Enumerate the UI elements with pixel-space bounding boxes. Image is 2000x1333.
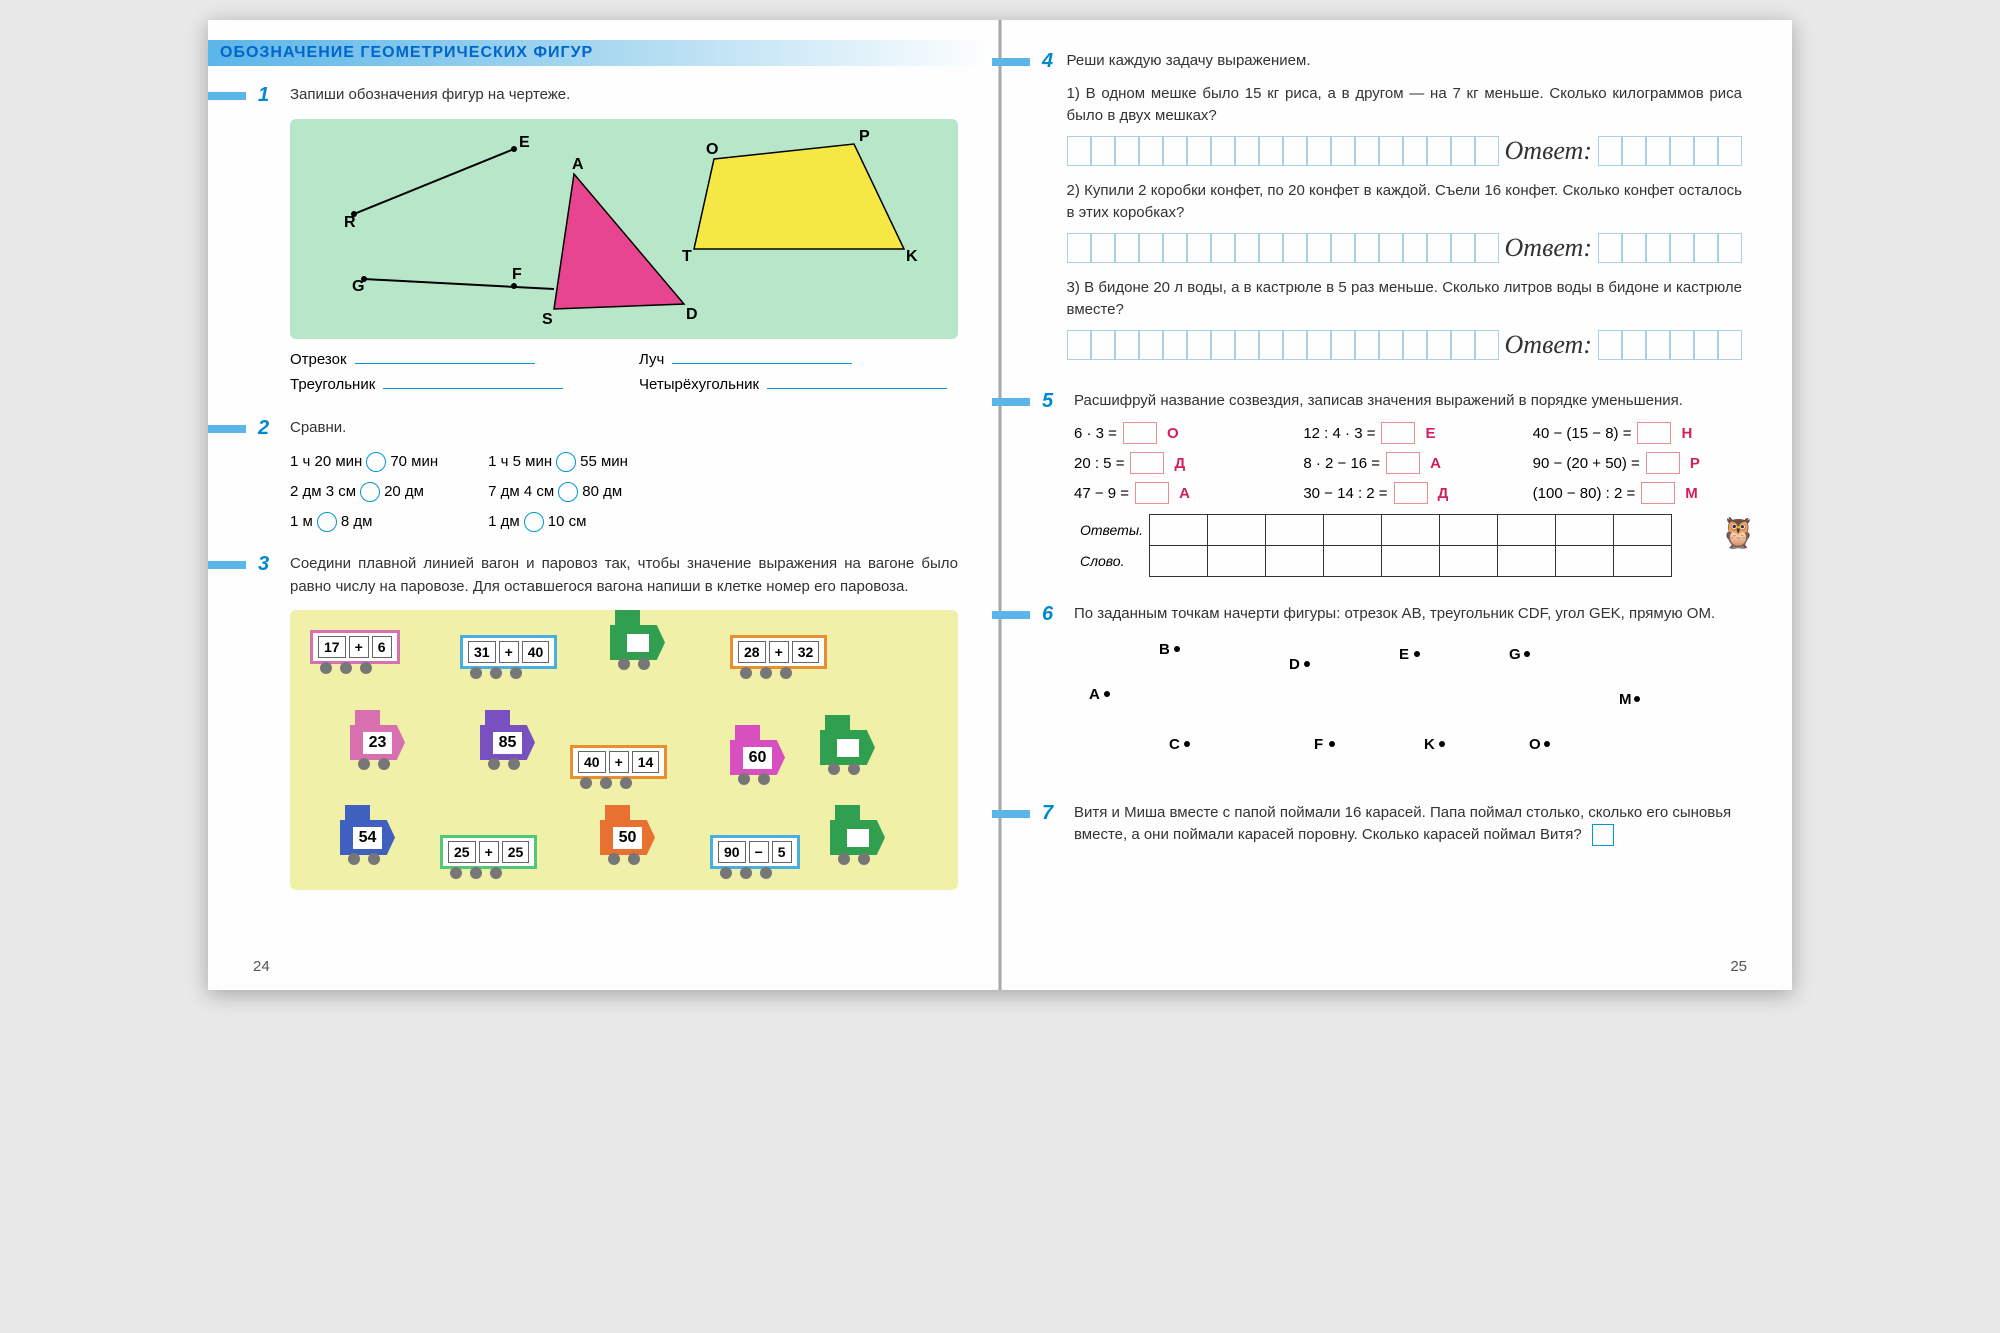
page-num-left: 24 (253, 958, 270, 975)
answer-box[interactable] (1592, 824, 1614, 846)
compare-grid: 1 ч 20 мин70 мин 2 дм 3 см20 дм 1 м8 дм … (290, 447, 958, 537)
header-title: ОБОЗНАЧЕНИЕ ГЕОМЕТРИЧЕСКИХ ФИГУР (220, 44, 593, 61)
svg-text:T: T (682, 248, 692, 265)
task-4: 4 Реши каждую задачу выражением. 1) В од… (1042, 50, 1742, 374)
task-7: 7 Витя и Миша вместе с папой поймали 16 … (1042, 802, 1742, 847)
task-num: 1 (258, 84, 278, 107)
svg-text:G: G (352, 278, 364, 295)
page-left: ОБОЗНАЧЕНИЕ ГЕОМЕТРИЧЕСКИХ ФИГУР 1 Запиш… (208, 20, 998, 990)
trains-canvas: 17+631+4028+3240+1425+2590−52385605450 (290, 610, 958, 890)
header-band: ОБОЗНАЧЕНИЕ ГЕОМЕТРИЧЕСКИХ ФИГУР (208, 40, 998, 66)
fill-row-2: Треугольник Четырёхугольник (290, 376, 958, 393)
page-right: 4 Реши каждую задачу выражением. 1) В од… (1002, 20, 1792, 990)
result-table[interactable]: Ответы. Слово. (1074, 514, 1672, 577)
owl-icon: 🦉 (1720, 516, 1757, 551)
answer-row-2[interactable]: Ответ: (1067, 233, 1742, 263)
dots-area[interactable]: BDEGAMCFKO (1074, 636, 1742, 766)
answer-row-3[interactable]: Ответ: (1067, 330, 1742, 360)
geometry-canvas: R E G F A S D O P K T (290, 119, 958, 339)
page-num-right: 25 (1730, 958, 1747, 975)
task-6: 6 По заданным точкам начерти фигуры: отр… (1042, 603, 1742, 786)
svg-text:D: D (686, 306, 698, 323)
svg-text:F: F (512, 266, 522, 283)
task-text: Запиши обозначения фигур на чертеже. (290, 84, 958, 107)
label-R: R (344, 214, 356, 231)
svg-text:A: A (572, 156, 584, 173)
expr-grid: 6 · 3 =О12 : 4 · 3 =Е40 − (15 − 8) =Н20 … (1074, 422, 1742, 504)
svg-text:S: S (542, 311, 553, 328)
fill-row-1: Отрезок Луч (290, 351, 958, 368)
task-1: 1 Запиши обозначения фигур на чертеже. R… (258, 84, 958, 401)
task-5: 5 Расшифруй название созвездия, записав … (1042, 390, 1742, 588)
svg-text:O: O (706, 141, 718, 158)
task-3: 3 Соедини плавной линией вагон и паровоз… (258, 553, 958, 890)
label-E: E (519, 134, 530, 151)
answer-row-1[interactable]: Ответ: (1067, 136, 1742, 166)
task-2: 2 Сравни. 1 ч 20 мин70 мин 2 дм 3 см20 д… (258, 417, 958, 538)
svg-text:K: K (906, 248, 918, 265)
svg-text:P: P (859, 128, 870, 145)
textbook-spread: ОБОЗНАЧЕНИЕ ГЕОМЕТРИЧЕСКИХ ФИГУР 1 Запиш… (208, 20, 1792, 990)
